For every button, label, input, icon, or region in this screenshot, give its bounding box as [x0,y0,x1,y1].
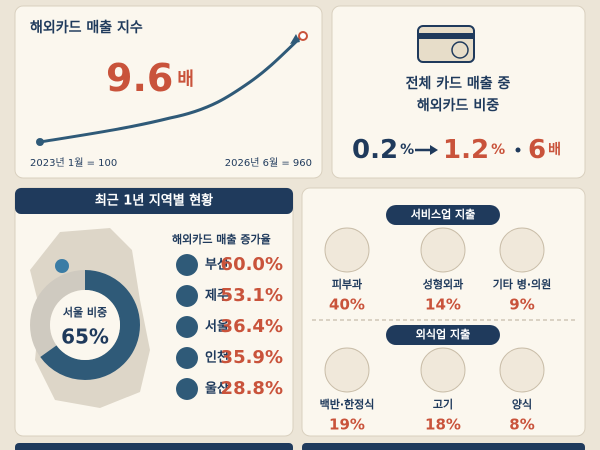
region-name: 인천 [205,350,229,366]
donut-arc [30,270,140,380]
item-value: 18% [425,416,461,434]
end-label: 2026년 6월 = 960 [225,157,312,169]
multiple-number: 9.6 [106,56,173,100]
service-title: 서비스업 지출 [411,207,476,221]
item-value: 14% [425,296,461,314]
region-name: 서울 [205,319,229,335]
region-header: 최근 1년 지역별 현황 [95,193,213,209]
region-icon [176,347,198,369]
index-multiple: 9.6 배 [106,56,194,100]
to-unit: % [491,142,505,158]
region-icon [176,254,198,276]
list-title: 해외카드 매출 증가율 [172,232,271,246]
food-title: 외식업 지출 [416,327,470,341]
trend-start [36,138,44,146]
item-icon [420,227,466,273]
item-name: 고기 [433,397,453,411]
region-header-bg [15,188,293,214]
share-title-1: 전체 카드 매출 중 [406,75,511,92]
food-pill [386,325,500,345]
card-stripe [418,33,474,39]
region-value: 35.9% [221,347,283,368]
seoul-marker [55,259,69,273]
share-multiple-unit: 배 [548,142,561,158]
to-number: 1.2 [443,135,489,165]
item-value: 8% [509,416,534,434]
item-name: 양식 [512,397,532,411]
item-value: 9% [509,296,534,314]
item-icon [499,347,545,393]
start-label: 2023년 1월 = 100 [30,157,117,169]
region-icon [176,378,198,400]
region-icon [176,285,198,307]
service-pill [386,205,500,225]
item-icon [324,347,370,393]
bottom-panel-left [15,443,293,450]
trend-line [39,36,302,144]
trend-arrow [290,34,300,44]
separator-dot [515,147,521,153]
region-value: 36.4% [221,316,283,337]
item-value: 19% [329,416,365,434]
index-title: 해외카드 매출 지수 [30,19,143,36]
from-unit: % [400,142,414,158]
item-name: 피부과 [332,277,362,291]
region-value: 53.1% [221,285,283,306]
from-number: 0.2 [352,135,398,165]
donut-value: 65% [61,325,109,349]
share-multiple-number: 6 [528,135,546,165]
region-name: 울산 [205,381,229,397]
region-icon [176,316,198,338]
item-name: 백반·한정식 [320,397,375,411]
item-value: 40% [329,296,365,314]
share-title-2: 해외카드 비중 [417,97,499,114]
item-name: 성형외과 [423,277,463,291]
share-arrow-head [430,145,438,155]
region-value: 28.8% [221,378,283,399]
trend-end [298,31,308,41]
item-icon [324,227,370,273]
share-panel [331,5,586,179]
donut-label: 서울 비중 [63,305,107,319]
donut-hole [50,290,120,360]
item-icon [420,347,466,393]
bottom-panel-right [302,443,585,450]
item-icon [499,227,545,273]
multiple-unit: 배 [177,69,194,90]
share-to: 1.2% [443,135,505,165]
globe-icon [451,41,469,59]
region-value: 60.0% [221,254,283,275]
region-name: 부산 [205,257,229,273]
share-from: 0.2% [352,135,414,165]
item-name: 기타 병·의원 [493,277,552,291]
region-name: 제주 [205,289,229,304]
